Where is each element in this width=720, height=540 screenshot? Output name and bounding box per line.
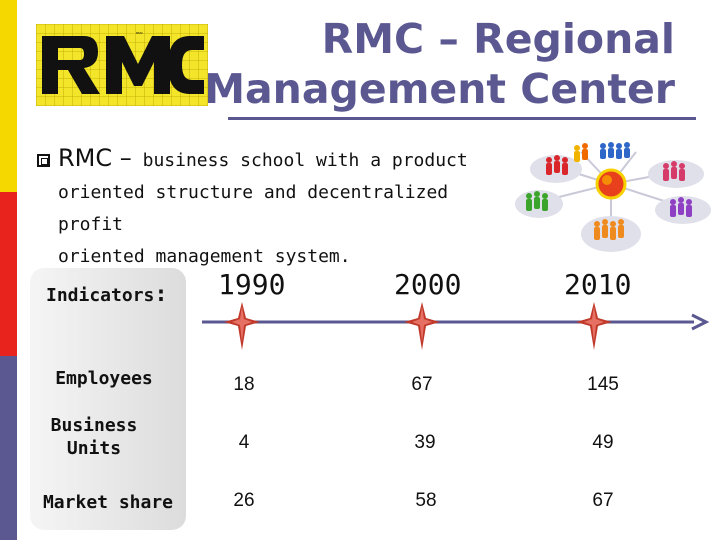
people-group-pink	[663, 161, 685, 181]
description-line-3: oriented management system.	[58, 246, 351, 267]
indicators-header: Indicators:	[46, 283, 202, 307]
page-title: RMC – Regional Management Center	[155, 14, 675, 114]
sidebar-band-red	[0, 192, 17, 356]
central-globe-icon	[595, 168, 627, 200]
rmc-logo: RMC	[36, 24, 208, 106]
row-label-business-units: Business Units	[16, 414, 172, 460]
business-units-2000: 39	[414, 432, 436, 453]
year-2000: 2000	[394, 268, 462, 301]
sidebar-band-purple	[0, 356, 17, 540]
business-units-2010: 49	[592, 432, 614, 453]
timeline-marker-2010	[576, 302, 612, 350]
people-group-orange-yellow	[574, 143, 588, 162]
indicators-header-colon: :	[154, 282, 168, 307]
people-network-illustration	[515, 142, 711, 252]
square-bullet-icon	[37, 154, 50, 167]
employees-2010: 145	[587, 374, 619, 395]
people-group-blue	[600, 142, 630, 159]
business-units-1990: 4	[238, 432, 250, 453]
title-line-2: Management Center	[204, 65, 675, 113]
timeline-marker-2000	[404, 302, 440, 350]
people-group-red	[546, 155, 568, 175]
title-divider	[228, 117, 696, 120]
sidebar-color-bands	[0, 0, 17, 540]
timeline-arrowhead	[691, 313, 710, 331]
timeline-axis	[202, 302, 710, 350]
description-line-1: RMC – business school with a product	[58, 142, 508, 177]
market-share-2010: 67	[592, 490, 614, 511]
row-label-business-units-line-2: Units	[66, 438, 122, 459]
people-group-purple	[670, 197, 692, 217]
indicators-header-text: Indicators	[46, 285, 155, 306]
people-group-orange	[594, 219, 624, 240]
timeline-marker-1990	[224, 302, 260, 350]
market-share-2000: 58	[415, 490, 437, 511]
row-label-employees: Employees	[55, 368, 153, 389]
title-line-1: RMC – Regional	[321, 15, 675, 63]
employees-1990: 18	[233, 374, 255, 395]
description-paragraph: RMC – business school with a product ori…	[58, 142, 508, 273]
rmc-logo-text: RMC	[136, 31, 144, 35]
year-1990: 1990	[218, 268, 286, 301]
row-label-business-units-line-1: Business	[50, 415, 138, 436]
market-share-1990: 26	[233, 490, 255, 511]
description-line-1-rest: business school with a product	[131, 150, 468, 171]
people-group-green	[526, 191, 548, 211]
description-lead: RMC –	[58, 144, 132, 172]
indicator-labels-panel	[30, 268, 186, 530]
row-label-market-share: Market share	[42, 492, 174, 513]
year-2010: 2010	[564, 268, 632, 301]
sidebar-band-yellow	[0, 0, 17, 192]
employees-2000: 67	[411, 374, 433, 395]
description-line-2: oriented structure and decentralized pro…	[58, 182, 449, 235]
